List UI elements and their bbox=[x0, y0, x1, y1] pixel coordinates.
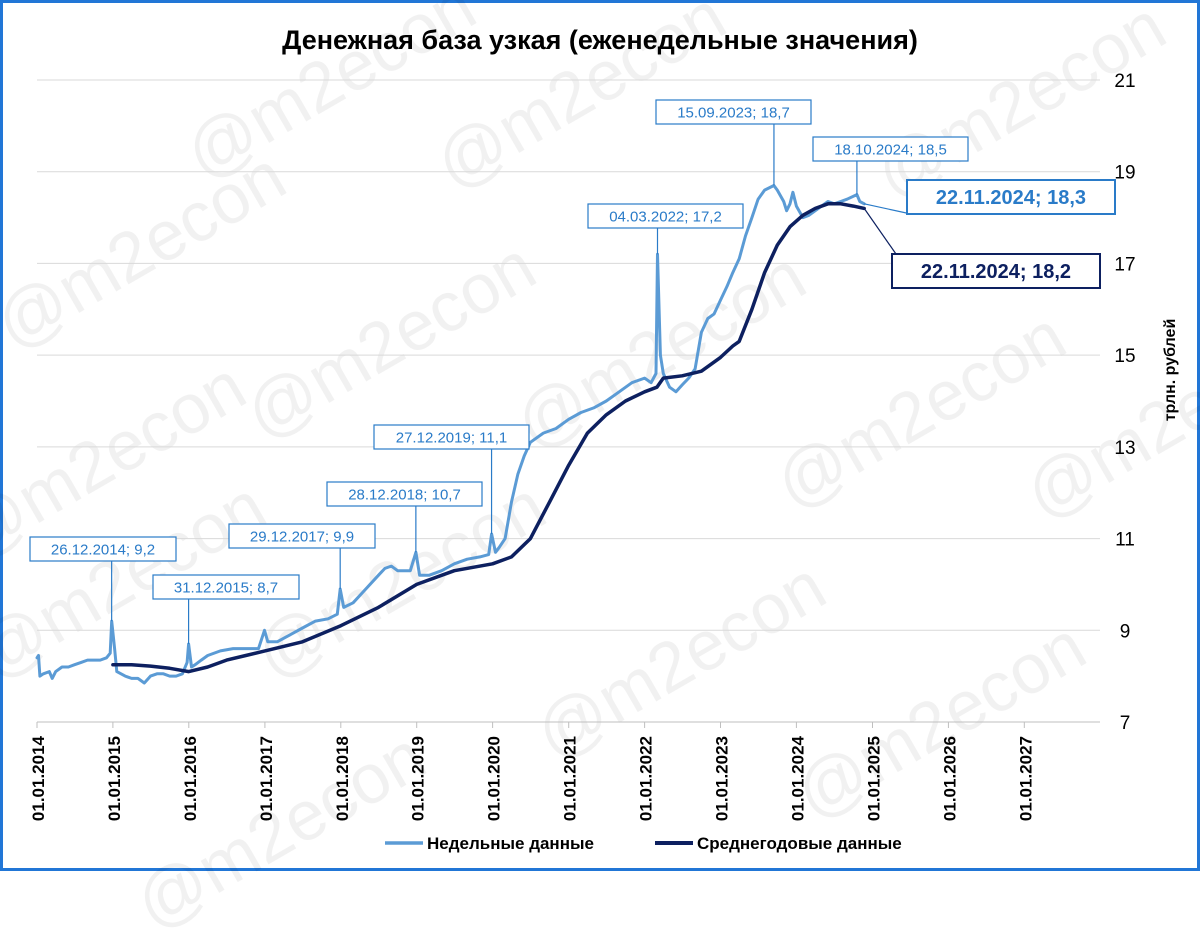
chart-frame bbox=[0, 0, 1200, 871]
annotation-box bbox=[906, 179, 1116, 215]
x-tick-label: 01.01.2022 bbox=[637, 736, 656, 821]
x-tick-label: 01.01.2018 bbox=[333, 736, 352, 821]
annotation-box bbox=[373, 424, 530, 450]
annotation-box bbox=[812, 136, 969, 162]
annotation-label: 04.03.2022; 17,2 bbox=[609, 208, 722, 225]
annotation-label: 18.10.2024; 18,5 bbox=[834, 141, 947, 158]
annotation-box bbox=[29, 536, 177, 562]
x-tick-label: 01.01.2027 bbox=[1016, 736, 1035, 821]
annotation-leader bbox=[863, 208, 897, 255]
x-tick-label: 01.01.2023 bbox=[713, 736, 732, 821]
annotation-label: 26.12.2014; 9,2 bbox=[51, 541, 155, 558]
series-line-weekly bbox=[35, 184, 866, 685]
x-tick-label: 01.01.2021 bbox=[561, 736, 580, 821]
y-axis-label: трлн. рублей bbox=[1162, 319, 1179, 422]
series-line-annual bbox=[111, 202, 866, 674]
x-tick-label: 01.01.2014 bbox=[29, 735, 48, 821]
x-tick-label: 01.01.2019 bbox=[409, 736, 428, 821]
y-tick-label: 11 bbox=[1115, 530, 1135, 551]
x-tick-label: 01.01.2016 bbox=[181, 736, 200, 821]
y-tick-label: 15 bbox=[1114, 346, 1135, 367]
x-tick-label: 01.01.2025 bbox=[865, 736, 884, 821]
line-chart: Денежная база узкая (еженедельные значен… bbox=[29, 25, 1179, 853]
y-tick-label: 19 bbox=[1114, 163, 1135, 184]
x-tick-label: 01.01.2020 bbox=[485, 736, 504, 821]
annotation-leader bbox=[864, 203, 912, 215]
legend-label: Среднегодовые данные bbox=[697, 834, 902, 853]
y-tick-label: 21 bbox=[1114, 71, 1135, 92]
y-tick-label: 13 bbox=[1114, 438, 1135, 459]
legend-label: Недельные данные bbox=[427, 834, 594, 853]
x-tick-label: 01.01.2026 bbox=[940, 736, 959, 821]
annotation-box bbox=[891, 253, 1101, 289]
x-tick-label: 01.01.2017 bbox=[257, 736, 276, 821]
annotation-label: 15.09.2023; 18,7 bbox=[677, 104, 790, 121]
annotation-box bbox=[655, 99, 812, 125]
y-tick-label: 9 bbox=[1120, 621, 1131, 642]
annotation-label: 22.11.2024; 18,3 bbox=[936, 187, 1086, 209]
annotation-label: 22.11.2024; 18,2 bbox=[921, 261, 1071, 283]
x-tick-label: 01.01.2024 bbox=[788, 735, 807, 821]
annotation-label: 29.12.2017; 9,9 bbox=[250, 528, 354, 545]
annotation-label: 31.12.2015; 8,7 bbox=[174, 579, 278, 596]
annotation-box bbox=[326, 481, 483, 507]
annotation-label: 28.12.2018; 10,7 bbox=[348, 486, 461, 503]
annotation-box bbox=[152, 574, 300, 600]
annotation-label: 27.12.2019; 11,1 bbox=[396, 429, 508, 446]
x-tick-label: 01.01.2015 bbox=[105, 736, 124, 821]
annotation-box bbox=[228, 523, 376, 549]
chart-title: Денежная база узкая (еженедельные значен… bbox=[282, 25, 918, 55]
y-tick-label: 17 bbox=[1114, 254, 1135, 275]
y-tick-label: 7 bbox=[1120, 713, 1131, 734]
annotation-box bbox=[587, 203, 744, 229]
